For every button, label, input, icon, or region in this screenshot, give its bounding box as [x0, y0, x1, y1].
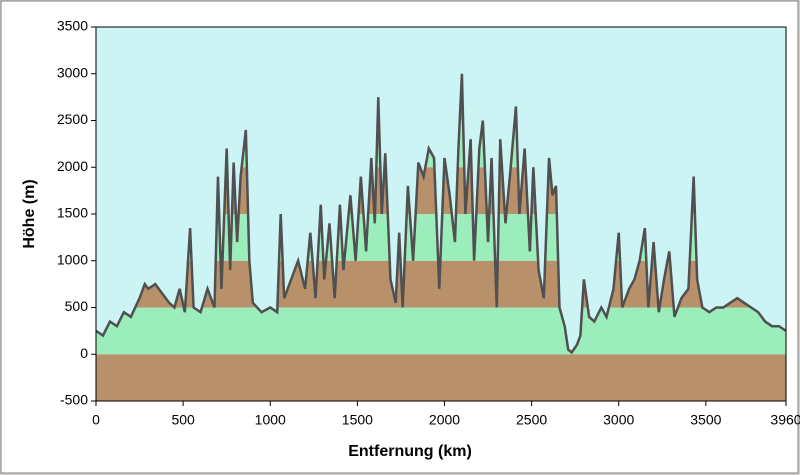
- x-tick-label: 1000: [255, 412, 286, 428]
- elevation-line: [95, 73, 787, 355]
- x-axis-label: Entfernung (km): [348, 443, 472, 460]
- x-tick-label: 2000: [429, 412, 460, 428]
- x-tick-label: 2500: [516, 412, 547, 428]
- y-tick-label: 3500: [57, 18, 88, 34]
- x-tick-label: 3000: [603, 412, 634, 428]
- y-tick-label: 1000: [57, 251, 88, 267]
- y-tick-label: 2500: [57, 111, 88, 127]
- y-tick-label: 3000: [57, 64, 88, 80]
- elevation-band: [96, 354, 786, 401]
- y-tick-label: -500: [60, 392, 88, 408]
- y-tick-label: 500: [65, 298, 89, 314]
- x-tick-label: 0: [92, 412, 100, 428]
- y-tick-label: 1500: [57, 205, 88, 221]
- x-tick-label: 1500: [342, 412, 373, 428]
- y-tick-label: 0: [80, 345, 88, 361]
- x-tick-label: 3960: [770, 412, 800, 428]
- y-axis-label: Höhe (m): [21, 179, 38, 248]
- x-tick-label: 500: [171, 412, 195, 428]
- elevation-band: [96, 307, 786, 355]
- x-tick-label: 3500: [690, 412, 721, 428]
- y-tick-label: 2000: [57, 158, 88, 174]
